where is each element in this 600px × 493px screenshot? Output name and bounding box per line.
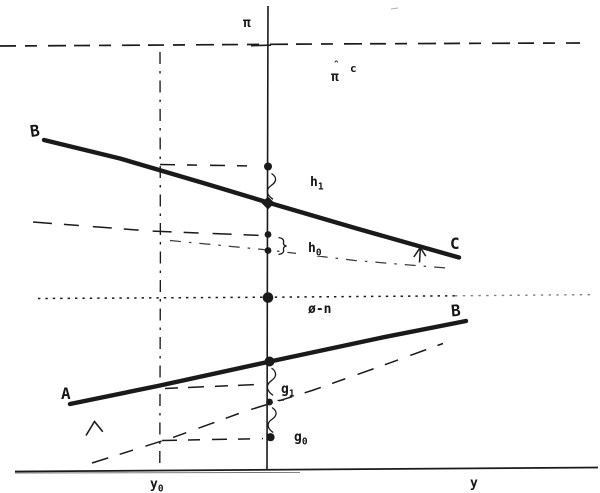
g0-base: g bbox=[294, 430, 302, 445]
h0-lower-dot bbox=[264, 247, 272, 254]
up-left-arrow-icon bbox=[85, 420, 104, 436]
vertical-axis-label: π bbox=[243, 16, 251, 31]
pi-ceiling-dashed-line bbox=[0, 42, 581, 47]
h1-reference-dashed-segment bbox=[159, 163, 255, 167]
phi-n-label: ø-n bbox=[308, 302, 331, 317]
horizontal-axis bbox=[14, 466, 599, 473]
up-arrow-stem bbox=[418, 248, 422, 263]
scan-speck bbox=[390, 7, 399, 10]
h1-label: h1 bbox=[310, 175, 324, 193]
pi-hat-superscript: c bbox=[350, 62, 357, 75]
phi-n-axis-dot bbox=[262, 292, 274, 303]
horizontal-axis-label: y bbox=[470, 476, 478, 491]
h1-squiggle-brace-icon bbox=[266, 172, 277, 200]
g1-sub: 1 bbox=[289, 389, 295, 400]
h0-brace-icon bbox=[278, 236, 287, 256]
h1-base: h bbox=[310, 175, 318, 190]
vertical-axis bbox=[266, 5, 269, 471]
h0-sub: 0 bbox=[316, 248, 322, 259]
g0-dot bbox=[266, 433, 275, 442]
g0-reference-dashed-segment bbox=[161, 437, 264, 442]
x-tick-base: y bbox=[150, 477, 158, 492]
line-ab-right-label: B bbox=[450, 301, 462, 321]
up-arrow-head bbox=[413, 246, 427, 258]
y0-vertical-dashed-line bbox=[159, 51, 162, 465]
lower-shifted-dashed-line bbox=[91, 342, 444, 464]
g1-base: g bbox=[281, 382, 289, 397]
g1-reference-dashed-segment bbox=[164, 383, 258, 390]
h0-label: h0 bbox=[308, 241, 322, 259]
g0-label: g0 bbox=[294, 430, 308, 448]
x-tick-sub: 0 bbox=[158, 484, 164, 493]
g0-squiggle-brace-icon bbox=[267, 406, 277, 434]
pi-hat-mark: ˆ bbox=[333, 59, 340, 72]
g1-label: g1 bbox=[281, 382, 295, 400]
line-bc bbox=[41, 137, 462, 260]
upper-shifted-dashed-line bbox=[32, 221, 263, 237]
h0-base: h bbox=[308, 241, 316, 256]
h0-upper-dot bbox=[264, 231, 272, 238]
h1-sub: 1 bbox=[318, 182, 324, 193]
h1-upper-dot bbox=[264, 162, 272, 171]
h0-dashdot-line bbox=[169, 239, 453, 270]
h0-label-backing bbox=[296, 237, 332, 256]
pi-hat-label: π bbox=[331, 70, 339, 85]
horizontal-axis-retrace bbox=[14, 471, 301, 474]
line-bc-right-label: C bbox=[450, 234, 460, 253]
g1-dot bbox=[266, 398, 273, 406]
line-ab-left-label: A bbox=[61, 384, 71, 403]
up-arrow-icon bbox=[413, 246, 427, 263]
g0-sub: 0 bbox=[302, 437, 308, 448]
g1-squiggle-brace-icon bbox=[266, 367, 277, 396]
line-bc-axis-crossing-marker bbox=[261, 196, 275, 210]
line-bc-left-label: B bbox=[29, 121, 42, 141]
x-tick-y0-label: y0 bbox=[150, 477, 164, 493]
line-ab-axis-crossing-dot bbox=[264, 356, 275, 367]
